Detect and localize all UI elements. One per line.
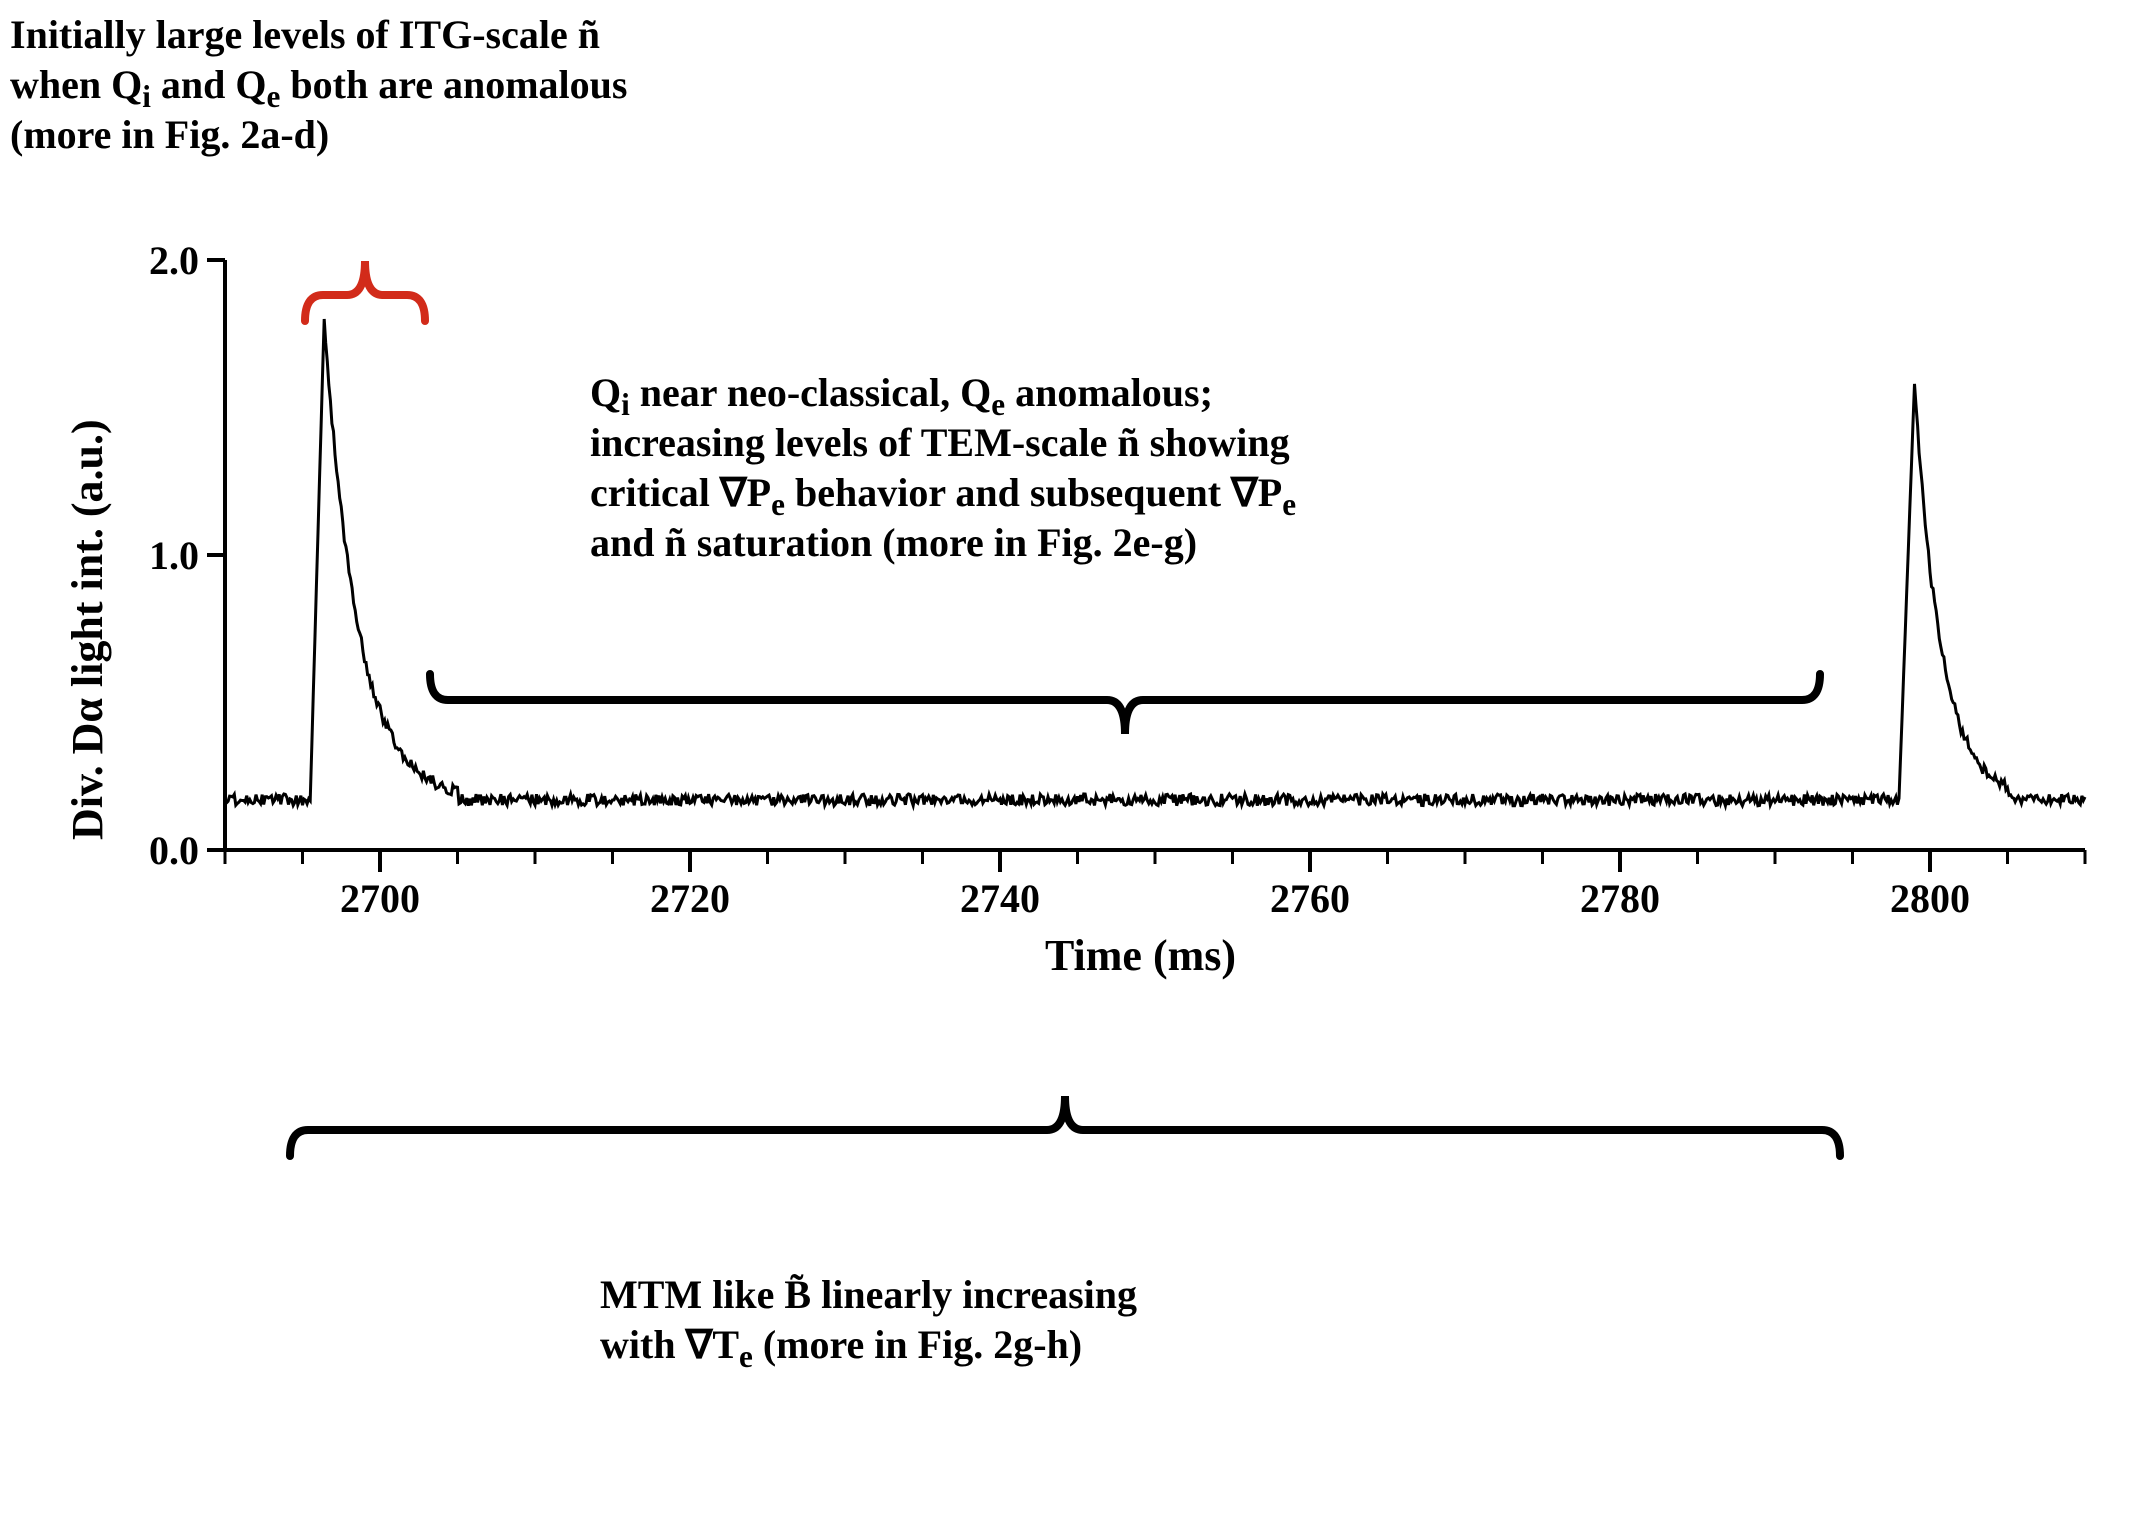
annotation-middle: Qi near neo-classical, Qe anomalous; inc…	[590, 368, 1296, 568]
figure-root: 2700 2720 2740 2760 2780 2800 0.0 1.0 2.0 Initia…	[0, 0, 2143, 1531]
y-tick-label: 2.0	[149, 238, 199, 283]
x-tick-label: 2720	[650, 876, 730, 921]
brace	[430, 674, 1820, 734]
y-tick-label: 0.0	[149, 828, 199, 873]
brace	[290, 1096, 1840, 1156]
x-tick-label: 2700	[340, 876, 420, 921]
x-axis-label: Time (ms)	[1045, 928, 1236, 983]
x-tick-label: 2760	[1270, 876, 1350, 921]
y-axis-label: Div. Dα light int. (a.u.)	[60, 419, 115, 840]
y-tick-label: 1.0	[149, 533, 199, 578]
x-tick-label: 2740	[960, 876, 1040, 921]
annotation-top: Initially large levels of ITG-scale ñ wh…	[10, 10, 627, 160]
annotation-bottom: MTM like B̃ linearly increasing with ∇Te…	[600, 1270, 1137, 1370]
x-tick-label: 2780	[1580, 876, 1660, 921]
brace	[305, 261, 425, 321]
x-tick-label: 2800	[1890, 876, 1970, 921]
